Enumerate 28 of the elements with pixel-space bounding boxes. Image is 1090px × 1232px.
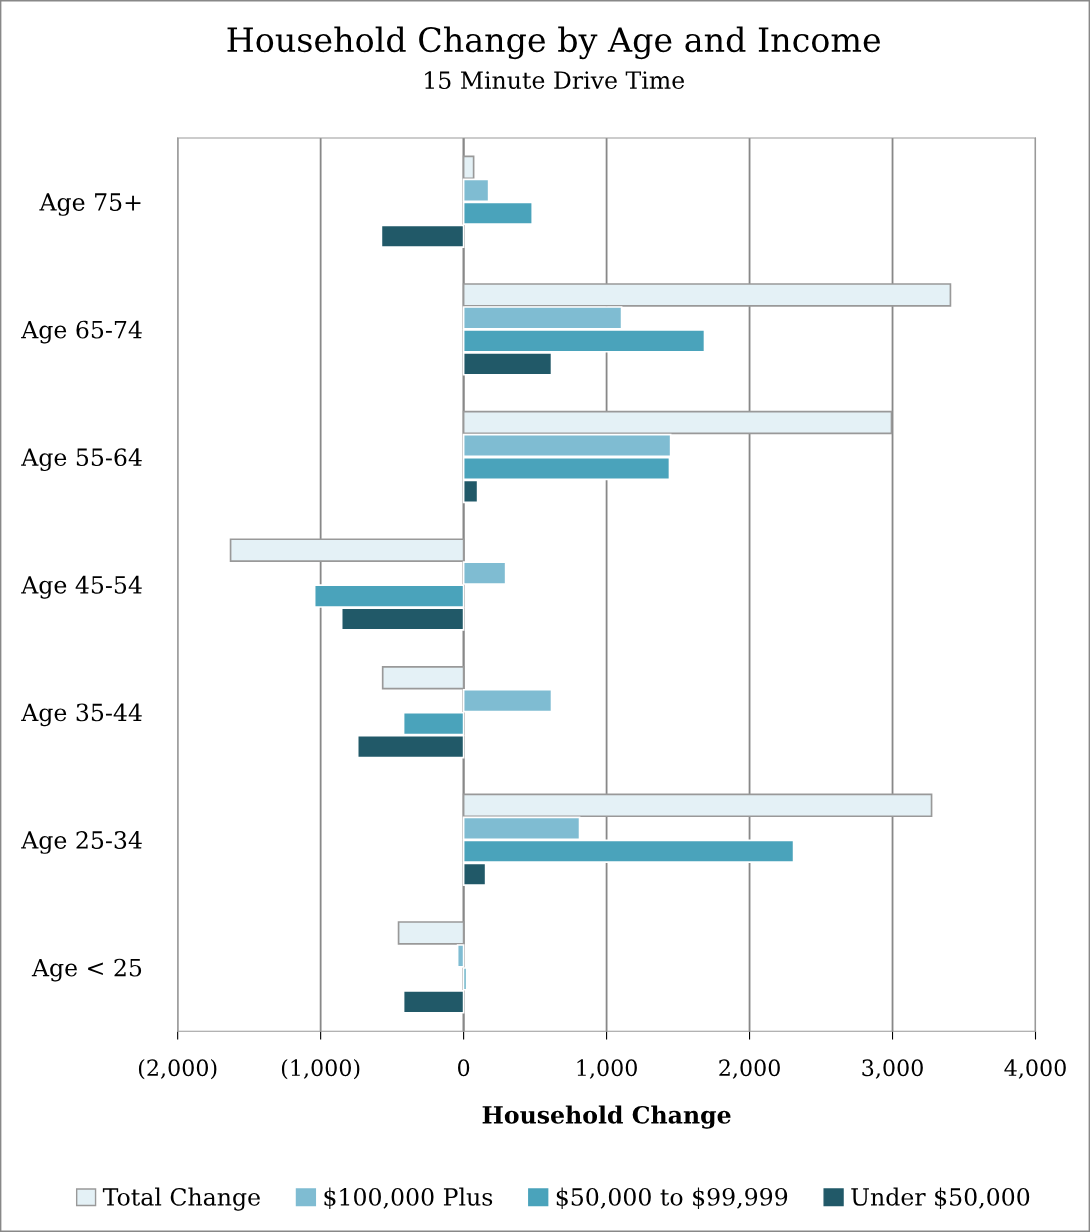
x-tick-label: (2,000) <box>138 1058 217 1080</box>
legend-label: Total Change <box>102 1187 260 1211</box>
bar <box>462 155 475 180</box>
x-tick-label: 0 <box>458 1059 470 1077</box>
x-tick-label: 2,000 <box>719 1059 780 1079</box>
x-axis-title: Household Change <box>482 1105 731 1129</box>
x-tick-label: 1,000 <box>577 1059 637 1079</box>
bar <box>381 665 465 690</box>
chart-title: Household Change by Age and Income <box>227 26 881 60</box>
chart-subtitle: 15 Minute Drive Time <box>425 71 684 90</box>
legend-label: Under $50,000 <box>851 1187 1030 1209</box>
y-tick-label: Age 65-74 <box>21 320 142 344</box>
bar <box>462 793 933 818</box>
y-tick-label: Age < 25 <box>31 958 142 982</box>
y-tick-label: Age 45-54 <box>21 575 142 599</box>
bar <box>462 410 893 435</box>
bar <box>397 921 465 945</box>
bar <box>462 283 952 307</box>
x-tick-label: (1,000) <box>281 1058 360 1080</box>
bar <box>229 538 465 562</box>
legend-label: $50,000 to $99,999 <box>556 1187 788 1209</box>
legend-label: $100,000 Plus <box>324 1187 493 1209</box>
y-tick-label: Age 25-34 <box>21 831 142 854</box>
x-tick-label: 3,000 <box>862 1059 923 1079</box>
x-tick-label: 4,000 <box>1004 1059 1066 1079</box>
y-tick-label: Age 75+ <box>39 193 141 216</box>
y-tick-label: Age 35-44 <box>21 703 142 727</box>
y-tick-label: Age 55-64 <box>21 448 142 472</box>
